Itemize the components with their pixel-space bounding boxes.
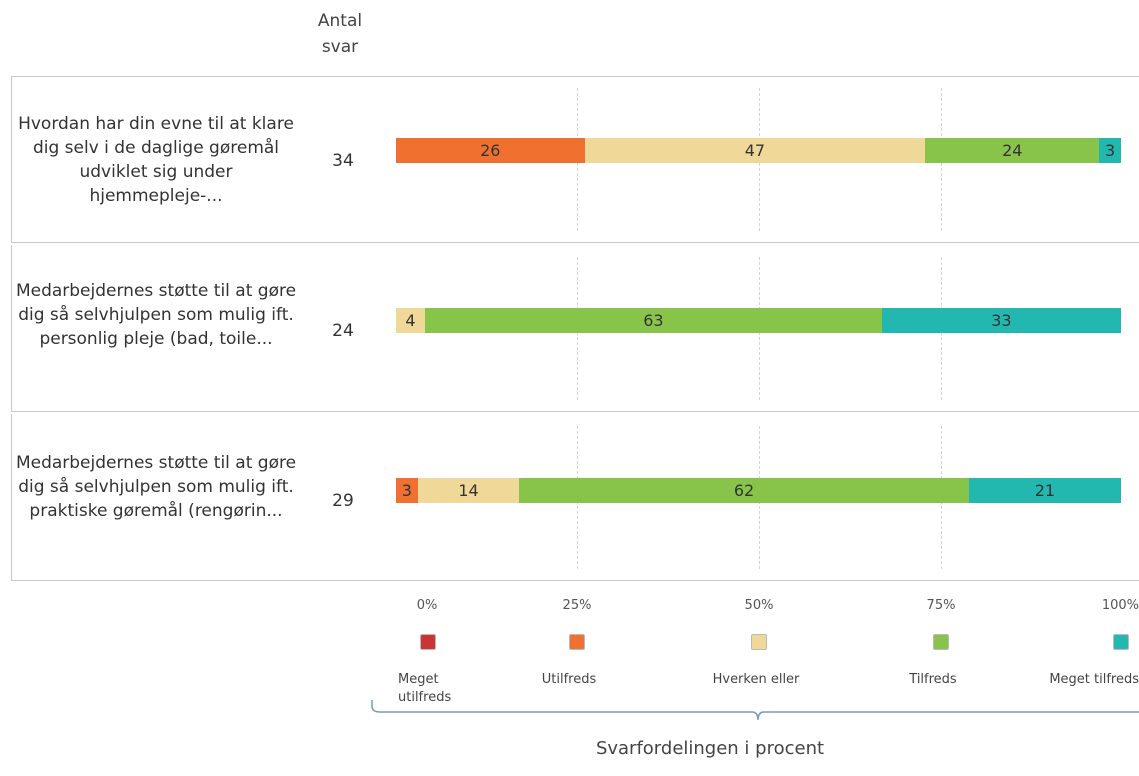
bar-segment[interactable]: 21 — [968, 478, 1121, 503]
legend-swatch[interactable] — [420, 634, 436, 650]
x-axis-label: Svarfordelingen i procent — [595, 738, 825, 759]
bar-value-label: 14 — [458, 481, 479, 500]
bar-segment[interactable]: 26 — [396, 138, 585, 163]
bar-segment[interactable]: 3 — [1099, 138, 1121, 163]
question-row — [11, 76, 1139, 243]
bar-value-label: 3 — [401, 481, 412, 500]
bar-value-label: 3 — [1105, 141, 1116, 160]
x-tick-label: 100% — [1101, 598, 1139, 613]
question-row — [11, 245, 1139, 412]
legend-swatch[interactable] — [1113, 634, 1129, 650]
bar-segment[interactable]: 24 — [925, 138, 1100, 163]
x-tick-label: 0% — [416, 598, 438, 613]
bar-value-label: 33 — [991, 311, 1012, 330]
bar-segment[interactable]: 14 — [417, 478, 520, 503]
legend-label: Meget utilfreds — [398, 672, 452, 705]
legend-swatch[interactable] — [751, 634, 767, 650]
x-tick-label: 25% — [562, 598, 592, 613]
bar-value-label: 21 — [1034, 481, 1056, 500]
legend-label: Tilfreds — [909, 672, 957, 687]
legend-label: Hverken eller — [712, 672, 800, 687]
bar-segment[interactable]: 33 — [881, 308, 1121, 333]
question-row — [11, 414, 1139, 581]
legend-label: Meget tilfreds — [1049, 672, 1139, 687]
question-label: Medarbejdernes støtte til at gøre dig så… — [15, 281, 297, 349]
legend-label: Utilfreds — [541, 672, 597, 687]
question-label: Medarbejdernes støtte til at gøre dig så… — [15, 453, 297, 521]
x-tick-label: 50% — [744, 598, 774, 613]
count-column-header: Antal svar — [317, 11, 363, 57]
legend-swatch[interactable] — [569, 634, 585, 650]
bar-value-label: 63 — [643, 311, 664, 330]
legend-swatch[interactable] — [933, 634, 949, 650]
bar-value-label: 47 — [744, 141, 766, 160]
question-label: Hvordan har din evne til at klare dig se… — [18, 114, 294, 206]
bar-segment[interactable]: 4 — [396, 308, 425, 333]
bar-value-label: 4 — [405, 311, 416, 330]
answer-count: 29 — [332, 491, 354, 511]
bar-value-label: 62 — [733, 481, 755, 500]
bar-segment[interactable]: 63 — [425, 308, 882, 333]
bar-segment[interactable]: 62 — [519, 478, 969, 503]
bar-segment[interactable]: 47 — [584, 138, 926, 163]
bar-segment[interactable]: 3 — [396, 478, 418, 503]
x-tick-label: 75% — [926, 598, 956, 613]
bar-value-label: 26 — [480, 141, 501, 160]
answer-count: 34 — [332, 151, 354, 171]
bar-value-label: 24 — [1002, 141, 1023, 160]
answer-count: 24 — [332, 321, 354, 341]
